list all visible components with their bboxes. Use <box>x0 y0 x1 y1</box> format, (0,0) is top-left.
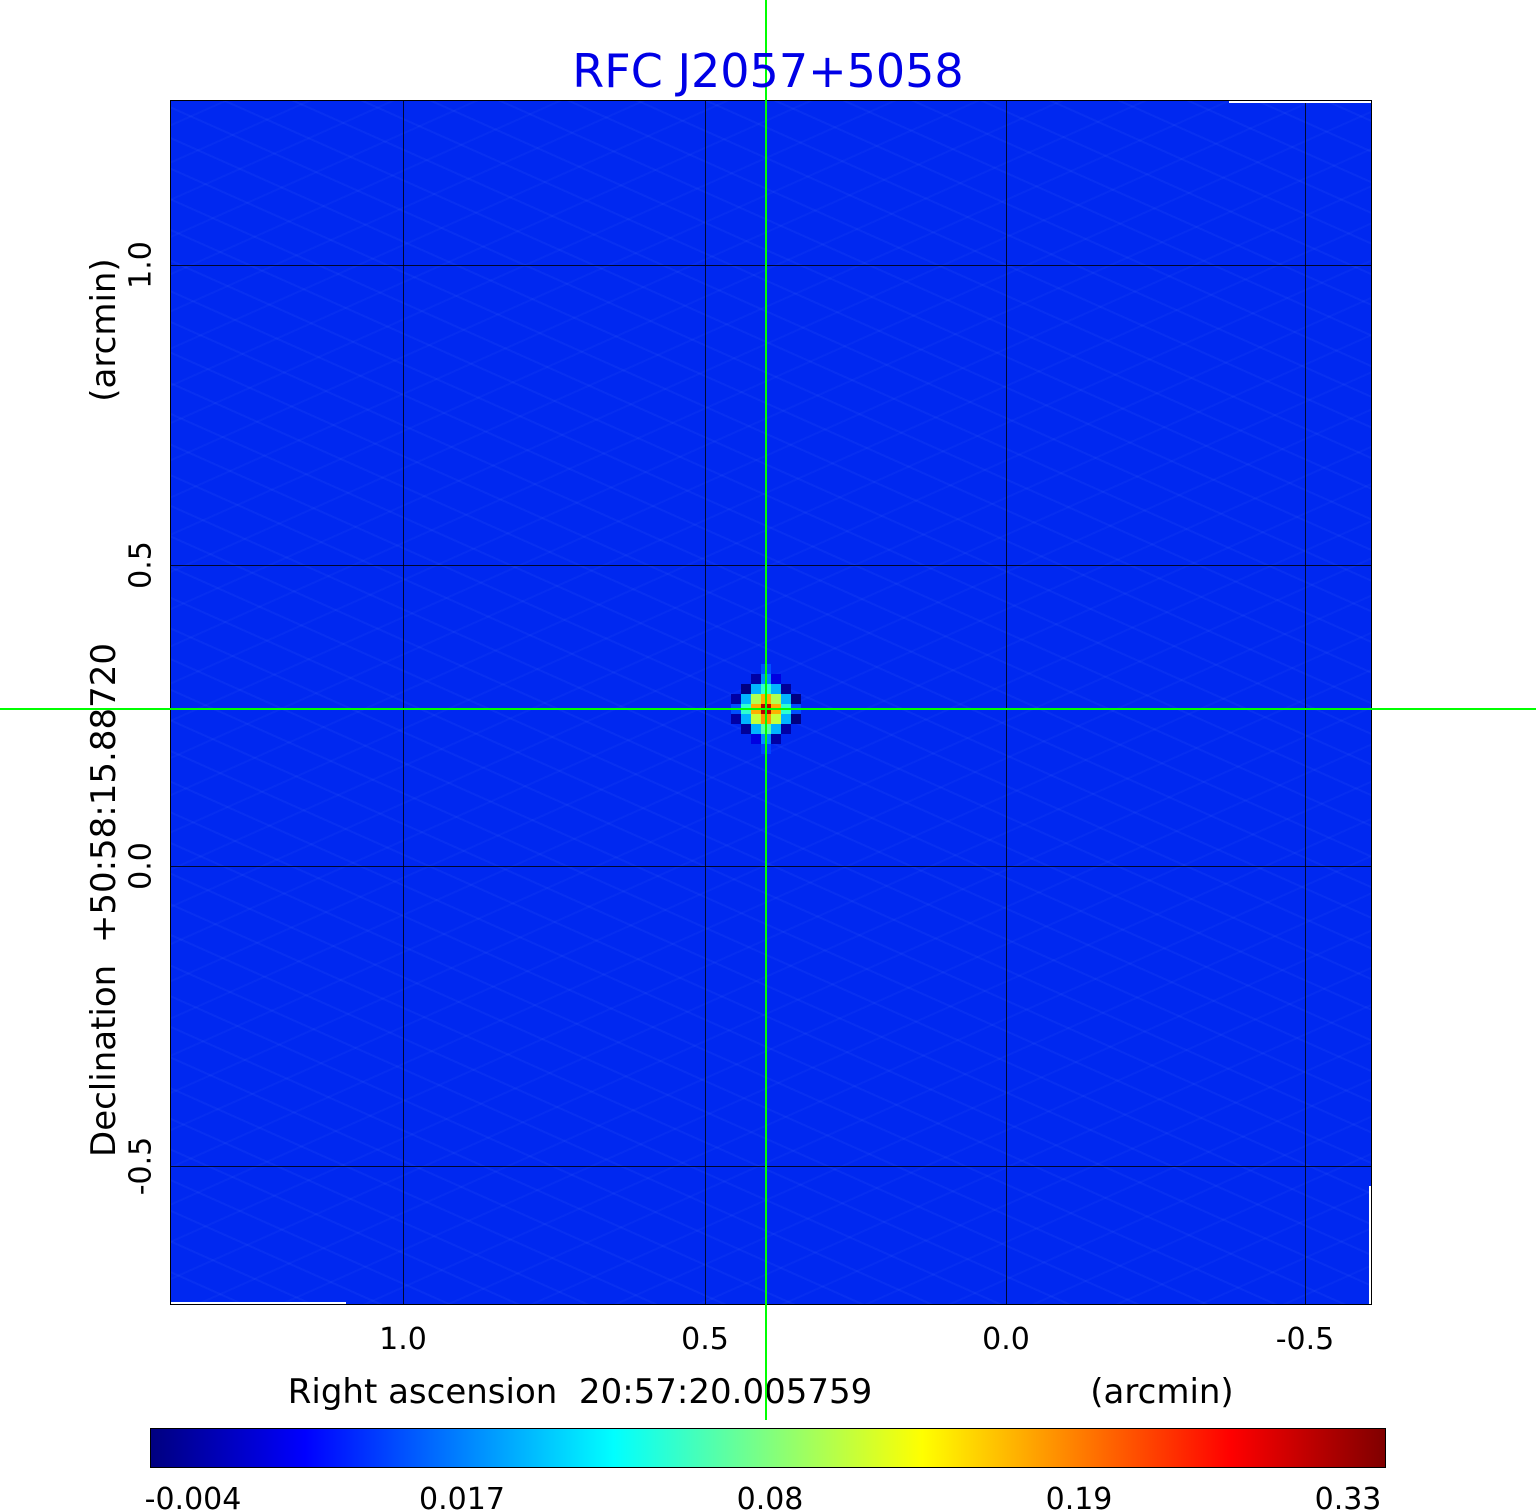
source-pixel <box>731 714 741 724</box>
crosshair-horizontal-line <box>0 708 1536 710</box>
source-pixel <box>741 714 751 724</box>
colorbar-tick-label: -0.004 <box>144 1482 242 1511</box>
source-pixel <box>751 684 761 694</box>
colorbar <box>150 1428 1386 1468</box>
grid-line-vertical <box>1305 101 1306 1304</box>
source-pixel <box>791 694 801 704</box>
y-tick-label: 1.0 <box>123 241 159 289</box>
x-tick-label: 0.5 <box>681 1322 729 1357</box>
colorbar-tick-label: 0.08 <box>736 1482 804 1511</box>
y-axis-unit-label: (arcmin) <box>84 258 124 402</box>
y-tick-label: 0.0 <box>123 842 159 890</box>
source-pixel <box>781 684 791 694</box>
source-pixel <box>771 684 781 694</box>
y-tick-label: 0.5 <box>123 541 159 589</box>
y-axis-label: Declination +50:58:15.88720 <box>84 643 124 1157</box>
colorbar-tick-label: 0.19 <box>1045 1482 1113 1511</box>
source-pixel <box>781 724 791 734</box>
frame-artifact <box>1229 101 1371 103</box>
source-pixel <box>791 714 801 724</box>
source-pixel <box>751 714 761 724</box>
source-pixel <box>781 694 791 704</box>
grid-line-horizontal <box>171 565 1371 566</box>
source-pixel <box>751 694 761 704</box>
source-pixel <box>771 734 781 744</box>
grid-line-vertical <box>705 101 706 1304</box>
source-pixel <box>781 714 791 724</box>
source-pixel <box>741 684 751 694</box>
source-pixel <box>741 724 751 734</box>
grid-line-horizontal <box>171 265 1371 266</box>
x-tick-label: 0.0 <box>982 1322 1030 1357</box>
x-tick-label: -0.5 <box>1275 1322 1335 1357</box>
source-pixel <box>751 724 761 734</box>
grid-line-horizontal <box>171 866 1371 867</box>
frame-artifact <box>1369 1186 1371 1304</box>
plot-title: RFC J2057+5058 <box>572 44 964 98</box>
source-pixel <box>731 694 741 704</box>
grid-line-vertical <box>403 101 404 1304</box>
colorbar-tick-label: 0.017 <box>419 1482 505 1511</box>
sky-map <box>170 100 1372 1305</box>
grid-line-horizontal <box>171 1166 1371 1167</box>
grid-line-vertical <box>1006 101 1007 1304</box>
x-axis-unit-label: (arcmin) <box>1090 1372 1234 1412</box>
source-pixel <box>751 734 761 744</box>
crosshair-vertical-line <box>765 0 767 1420</box>
source-pixel <box>771 694 781 704</box>
source-pixel <box>771 724 781 734</box>
source-pixel <box>751 674 761 684</box>
x-axis-label: Right ascension 20:57:20.005759 <box>287 1372 873 1412</box>
colorbar-tick-label: 0.33 <box>1314 1482 1382 1511</box>
y-tick-label: -0.5 <box>123 1136 159 1196</box>
x-tick-label: 1.0 <box>379 1322 427 1357</box>
source-pixel <box>741 694 751 704</box>
source-pixel <box>771 714 781 724</box>
source-pixel <box>771 674 781 684</box>
frame-artifact <box>171 1302 346 1304</box>
